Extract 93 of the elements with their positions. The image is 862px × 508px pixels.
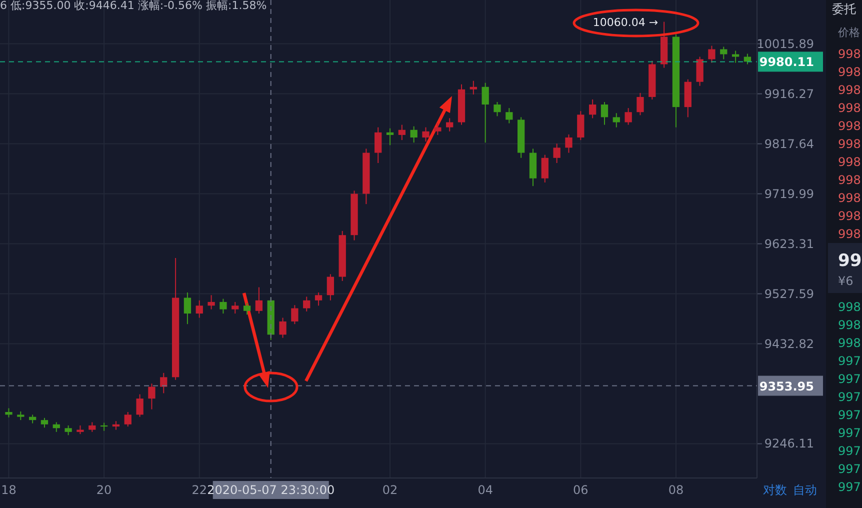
candlestick <box>744 53 752 65</box>
y-tick-label: 9527.59 <box>764 286 814 301</box>
candlestick <box>541 154 548 183</box>
text: 997 <box>838 354 861 368</box>
candlestick <box>243 302 251 316</box>
candlestick <box>386 128 394 146</box>
candlestick <box>314 292 322 306</box>
candlestick <box>88 422 96 432</box>
candlestick <box>696 56 704 86</box>
text: 998 <box>838 101 861 115</box>
candlestick <box>624 108 632 126</box>
candlestick <box>482 82 489 144</box>
y-tick-label: 9246.11 <box>764 436 814 451</box>
x-tick-label: 22 <box>192 483 208 497</box>
x-tick-label: 04 <box>478 483 493 497</box>
text: 998 <box>838 191 861 205</box>
candlestick <box>600 102 608 126</box>
text: 99 <box>838 251 862 271</box>
candlestick <box>136 394 144 418</box>
text: 997 <box>838 480 861 494</box>
text: ¥6 <box>838 274 854 288</box>
candlestick <box>208 294 215 310</box>
text: 998 <box>838 155 861 169</box>
candlestick <box>124 411 132 428</box>
text: 998 <box>838 83 861 97</box>
text: 998 <box>838 209 861 223</box>
candlestick <box>589 98 596 119</box>
candlestick <box>5 408 12 418</box>
text: 997 <box>838 462 861 476</box>
text: 委托 <box>832 2 856 16</box>
ref-line-label: 9980.11 <box>759 55 814 70</box>
candlestick <box>232 301 239 314</box>
text: 998 <box>838 300 861 314</box>
text: 价格 <box>837 26 860 39</box>
text: 998 <box>838 65 861 79</box>
text: 997 <box>838 390 861 404</box>
candlestick <box>184 292 192 325</box>
candlestick <box>708 45 716 64</box>
candlestick <box>553 143 560 164</box>
y-tick-label: 9719.99 <box>764 186 814 201</box>
candlestick <box>565 134 572 154</box>
candlestick <box>220 298 227 314</box>
candlestick <box>160 372 168 394</box>
text: 998 <box>838 137 861 151</box>
annotation: 6 低:9355.00 收:9446.41 涨幅:-0.56% 振幅:1.58% <box>0 0 267 12</box>
ref-line-label: 9353.95 <box>759 379 814 394</box>
candlestick <box>374 126 382 164</box>
text: 997 <box>838 372 861 386</box>
y-tick-label: 9916.27 <box>764 86 814 101</box>
text: 自动 <box>793 483 817 497</box>
text: 998 <box>838 318 861 332</box>
candlestick <box>40 417 48 428</box>
text: 对数 <box>763 483 787 497</box>
x-tick-label: 08 <box>668 483 684 497</box>
candlestick <box>279 317 286 338</box>
candlestick <box>422 126 430 142</box>
candlestick <box>303 296 310 312</box>
y-tick-label: 9623.31 <box>764 236 814 251</box>
text: 998 <box>838 227 861 241</box>
candlestick <box>434 122 442 136</box>
candlestick <box>255 286 263 314</box>
candlestick <box>326 274 334 301</box>
candlestick <box>196 300 203 318</box>
candlestick <box>577 110 584 141</box>
candlestick <box>291 304 298 325</box>
candlestick <box>446 118 454 132</box>
x-tick-label: 06 <box>573 483 588 497</box>
candlestick <box>148 383 156 410</box>
candlestick <box>52 422 60 432</box>
candlestick <box>410 126 418 144</box>
x-tick-label: 18 <box>1 483 16 497</box>
text: 997 <box>838 426 861 440</box>
text: 998 <box>838 173 861 187</box>
candlestick <box>64 424 72 436</box>
x-tick-label: 02 <box>382 483 398 497</box>
candlestick <box>506 108 513 124</box>
y-tick-label: 10015.89 <box>756 36 814 51</box>
y-tick-label: 9817.64 <box>764 136 814 151</box>
candlestick <box>720 46 728 60</box>
candlestick <box>732 50 740 64</box>
text: 998 <box>838 47 861 61</box>
text: 997 <box>838 408 861 422</box>
candlestick <box>470 80 477 95</box>
candlestick <box>612 112 620 128</box>
annotation: 10060.04 → <box>592 16 658 29</box>
text: 998 <box>838 336 861 350</box>
candlestick <box>494 102 501 117</box>
x-tick-label: 20 <box>96 483 112 497</box>
candlestick <box>398 124 406 141</box>
candlestick <box>636 92 644 116</box>
y-tick-label: 9432.82 <box>764 336 814 351</box>
text: 998 <box>838 119 861 133</box>
text: 997 <box>838 444 861 458</box>
